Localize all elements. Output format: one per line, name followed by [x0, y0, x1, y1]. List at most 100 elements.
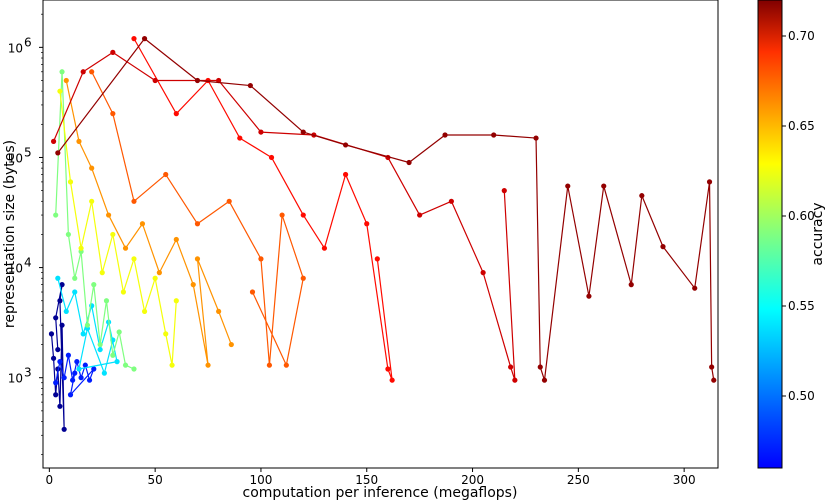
data-point: [660, 244, 666, 250]
data-point: [55, 275, 61, 281]
y-tick-exponent: 5: [24, 145, 32, 159]
x-tick-label: 250: [567, 473, 590, 487]
data-point: [565, 183, 571, 189]
colorbar-tick-label: 0.60: [788, 209, 815, 223]
data-point: [205, 362, 211, 368]
data-point: [258, 129, 264, 135]
data-point: [57, 403, 63, 409]
data-point: [194, 256, 201, 262]
data-point: [131, 366, 137, 372]
colorbar-gradient: [757, 0, 783, 469]
y-tick-label: 10: [8, 372, 23, 386]
data-point: [91, 282, 97, 288]
data-point: [448, 198, 454, 204]
data-point: [501, 188, 507, 194]
data-point: [101, 370, 107, 376]
data-point: [268, 154, 275, 161]
data-point: [63, 308, 69, 315]
data-point: [53, 380, 59, 386]
data-point: [508, 364, 514, 370]
y-tick-exponent: 6: [24, 35, 32, 49]
data-point: [76, 138, 82, 144]
data-point: [480, 270, 486, 276]
colorbar-label: accuracy: [810, 202, 826, 265]
data-point: [226, 198, 232, 204]
data-point: [48, 331, 55, 337]
data-point: [61, 375, 67, 381]
x-tick-label: 50: [148, 473, 163, 487]
data-point: [131, 256, 137, 262]
data-point: [99, 270, 105, 276]
data-point: [321, 245, 328, 251]
data-point: [97, 341, 103, 348]
data-point: [247, 82, 253, 89]
data-point: [59, 282, 65, 288]
data-point: [152, 77, 158, 84]
y-tick-label: 10: [8, 151, 23, 165]
colorbar-ticks: 0.50 0.55 0.60 0.65 0.70: [782, 29, 815, 403]
data-point: [59, 69, 65, 75]
data-point: [706, 179, 713, 185]
data-point: [57, 298, 63, 304]
x-axis-label: computation per inference (megaflops): [243, 485, 518, 501]
data-point: [91, 366, 97, 372]
data-point: [300, 129, 306, 135]
data-point: [78, 245, 84, 251]
data-point: [89, 165, 95, 171]
data-point: [89, 69, 95, 75]
data-point: [59, 322, 65, 328]
data-point: [82, 362, 88, 368]
data-point: [89, 198, 95, 204]
data-point: [342, 171, 349, 178]
data-point: [122, 245, 129, 251]
y-tick-exponent: 3: [24, 366, 32, 380]
data-point: [80, 69, 86, 75]
colorbar-tick-label: 0.70: [788, 29, 815, 43]
data-point: [342, 142, 349, 148]
data-point: [279, 212, 285, 218]
data-point: [173, 111, 179, 117]
data-point: [216, 308, 222, 315]
data-point: [86, 377, 93, 383]
data-point: [709, 364, 715, 370]
data-point: [692, 285, 698, 291]
data-point: [537, 364, 543, 370]
data-point: [110, 49, 116, 55]
data-point: [84, 322, 91, 328]
data-point: [152, 275, 158, 281]
x-tick-label: 300: [673, 473, 696, 487]
data-point: [141, 308, 148, 315]
series-line: [91, 71, 304, 366]
data-point: [131, 36, 137, 42]
data-point: [61, 426, 67, 432]
data-point: [80, 331, 86, 337]
x-axis: 0 50 100 150 200 250 300: [46, 468, 696, 487]
data-point: [110, 231, 116, 238]
data-point: [65, 352, 71, 358]
data-point: [78, 375, 84, 381]
data-point: [364, 221, 370, 227]
data-point: [300, 275, 306, 281]
data-point: [67, 392, 74, 398]
data-point: [628, 282, 634, 288]
data-point: [283, 362, 289, 368]
data-point: [97, 346, 103, 353]
data-point: [55, 346, 61, 353]
data-point: [173, 236, 179, 243]
series-line: [57, 38, 715, 381]
y-tick-label: 10: [8, 262, 23, 276]
x-tick-label: 200: [461, 473, 484, 487]
colorbar-tick-label: 0.55: [788, 299, 815, 313]
y-tick-label: 10: [8, 41, 23, 55]
data-point: [300, 212, 306, 218]
data-point: [110, 111, 116, 117]
series-line: [57, 278, 118, 374]
data-point: [105, 212, 112, 218]
data-point: [141, 36, 148, 42]
plot-area: [42, 0, 719, 469]
data-point: [512, 377, 518, 383]
data-point: [139, 221, 146, 227]
data-point: [55, 150, 61, 156]
data-point: [228, 341, 234, 348]
data-point: [190, 282, 196, 288]
